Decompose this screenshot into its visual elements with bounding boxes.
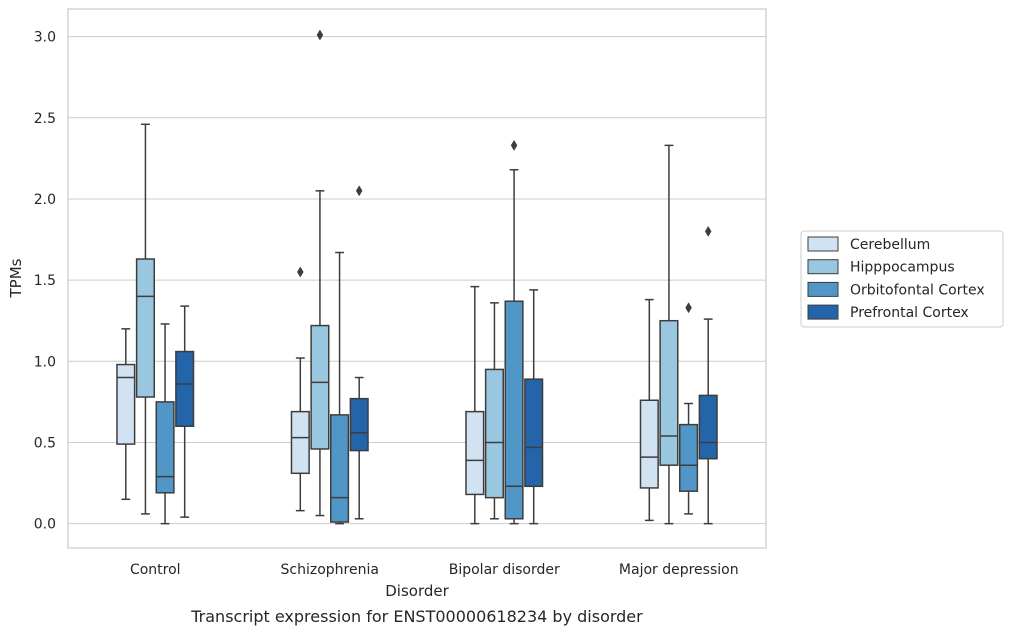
box-orbitofontal-cortex-major-depression (679, 302, 699, 515)
box-hipppocampus-schizophrenia (310, 29, 330, 517)
legend-frame (800, 230, 1004, 328)
x-tick-label-control: Control (130, 562, 181, 578)
outlier-point (510, 139, 518, 151)
x-tick-label-major-depression: Major depression (619, 562, 739, 578)
box-body (698, 394, 718, 460)
x-tick-label-schizophrenia: Schizophrenia (281, 562, 379, 578)
y-tick-label: 2.5 (34, 111, 56, 127)
box-body (290, 410, 310, 475)
y-axis-ticks: 0.0 0.5 1.0 1.5 2.0 2.5 3.0 (34, 30, 56, 533)
box-hipppocampus-bipolar-disorder (484, 302, 504, 520)
outlier-point (704, 225, 712, 237)
legend: Cerebellum Hipppocampus Orbitofontal Corte… (800, 230, 1004, 328)
outlier-point (355, 185, 363, 197)
box-cerebellum-schizophrenia (290, 266, 310, 512)
box-prefrontal-cortex-control (175, 305, 195, 518)
box-body (175, 350, 195, 427)
legend-swatch-orbitofontal-cortex (807, 281, 839, 297)
legend-items: Cerebellum Hipppocampus Orbitofontal Corte… (807, 236, 985, 321)
box-body (484, 368, 504, 499)
y-tick-label: 3.0 (34, 30, 56, 46)
x-tick-label-bipolar-disorder: Bipolar disorder (449, 562, 560, 578)
box-body (330, 414, 350, 523)
box-hipppocampus-major-depression (659, 144, 679, 525)
box-body (639, 399, 659, 489)
box-orbitofontal-cortex-bipolar-disorder (504, 139, 524, 525)
box-orbitofontal-cortex-schizophrenia (330, 251, 350, 525)
box-prefrontal-cortex-schizophrenia (349, 185, 369, 520)
legend-swatch-hipppocampus (807, 259, 839, 275)
legend-label-cerebellum: Cerebellum (850, 237, 930, 253)
box-cerebellum-control (116, 328, 136, 501)
legend-label-orbitofontal-cortex: Orbitofontal Cortex (850, 282, 985, 298)
y-tick-label: 1.5 (34, 273, 56, 289)
y-tick-label: 0.0 (34, 517, 56, 533)
plot-frame (67, 8, 767, 549)
x-axis-ticks: Control Schizophrenia Bipolar disorder Majo… (130, 562, 739, 578)
legend-swatch-cerebellum (807, 236, 839, 252)
box-cerebellum-major-depression (639, 298, 659, 522)
box-prefrontal-cortex-bipolar-disorder (524, 289, 544, 525)
y-tick-label: 1.0 (34, 354, 56, 370)
box-prefrontal-cortex-major-depression (698, 225, 718, 525)
box-body (310, 324, 330, 450)
chart-caption: Transcript expression for ENST0000061823… (190, 607, 643, 626)
box-hipppocampus-control (135, 123, 155, 515)
boxes (116, 29, 718, 525)
box-body (504, 300, 524, 520)
box-body (135, 258, 155, 398)
legend-label-hipppocampus: Hipppocampus (850, 260, 955, 276)
legend-swatch-prefrontal-cortex (807, 304, 839, 320)
box-body (679, 423, 699, 492)
box-body (524, 378, 544, 488)
box-body (465, 410, 485, 496)
box-orbitofontal-cortex-control (155, 323, 175, 525)
box-cerebellum-bipolar-disorder (465, 285, 485, 525)
y-tick-label: 2.0 (34, 192, 56, 208)
y-tick-label: 0.5 (34, 435, 56, 451)
box-body (349, 397, 369, 452)
legend-label-prefrontal-cortex: Prefrontal Cortex (850, 305, 969, 321)
y-axis-title: TPMs (7, 258, 25, 298)
outlier-point (316, 29, 324, 41)
box-body (155, 401, 175, 494)
box-body (659, 319, 679, 466)
outlier-point (297, 266, 304, 278)
box-body (116, 363, 136, 445)
x-axis-title: Disorder (385, 582, 449, 600)
outlier-point (685, 302, 692, 314)
